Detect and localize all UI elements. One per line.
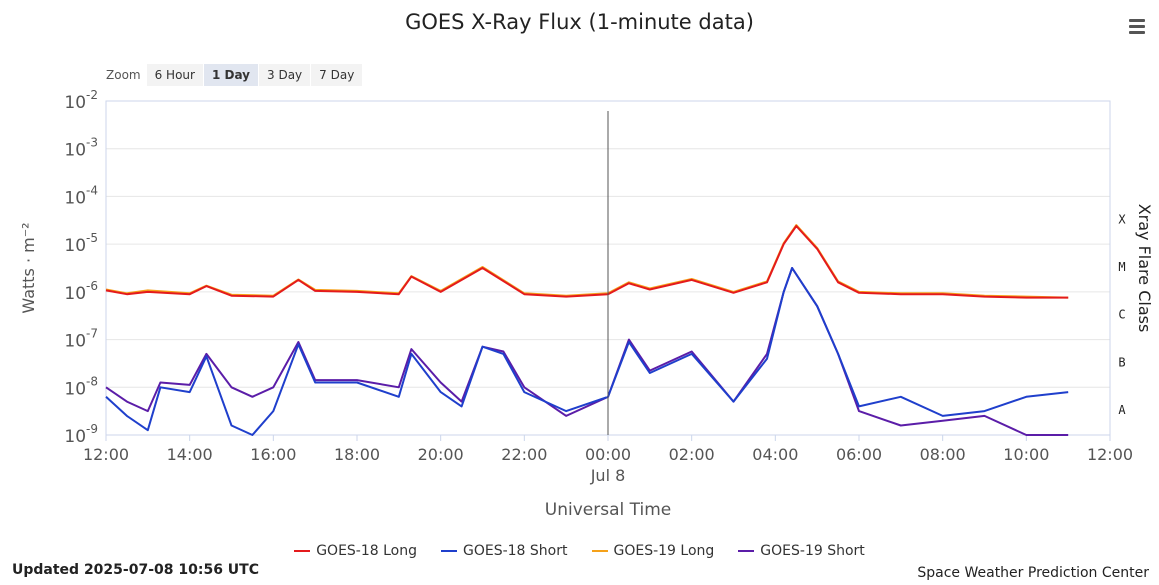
x-tick-label: 12:00 [83,445,129,464]
legend-swatch [591,550,608,552]
y-tick-label: 10-6 [64,279,98,304]
y-axis-ticks: 10-9 10-8 10-7 10-6 10-5 10-4 10-3 10-2 [64,88,98,447]
updated-timestamp: Updated 2025-07-08 10:56 UTC [12,562,259,578]
flare-class-labels: X M C B A [1118,212,1126,417]
x-tick-label: 10:00 [1003,445,1049,464]
legend-item-goes18-short[interactable]: GOES-18 Short [441,543,568,559]
series-lines [105,224,1069,436]
x-tick-label: 20:00 [418,445,464,464]
x-tick-label: 08:00 [920,445,966,464]
legend-item-goes19-short[interactable]: GOES-19 Short [738,543,865,559]
flare-class-a: A [1118,403,1126,417]
y-tick-label: 10-7 [64,327,98,352]
flare-class-b: B [1118,355,1125,369]
legend-label: GOES-19 Short [760,543,865,559]
y-axis-label: Watts · m⁻² [19,222,38,313]
y-tick-label: 10-4 [64,183,98,208]
zoom-7-day-button[interactable]: 7 Day [311,64,363,86]
legend-label: GOES-19 Long [613,543,715,559]
xray-flux-chart: 10-9 10-8 10-7 10-6 10-5 10-4 10-3 10-2 12:00 14… [19,88,1154,520]
x-tick-label: 02:00 [669,445,715,464]
flare-class-m: M [1118,260,1125,274]
y-tick-label: 10-9 [64,422,98,447]
series-line-goes-18-long [105,225,1069,299]
zoom-3-day-button[interactable]: 3 Day [259,64,311,86]
x-tick-label: 22:00 [501,445,547,464]
x-tick-label: 16:00 [250,445,296,464]
zoom-selector: Zoom 6 Hour 1 Day 3 Day 7 Day [106,63,363,87]
series-line-goes-19-long [105,224,1069,299]
x-tick-label: 14:00 [167,445,213,464]
hamburger-menu-icon[interactable] [1126,16,1148,36]
x-tick-label: 12:00 [1087,445,1133,464]
x-axis-label: Universal Time [545,500,671,520]
x-tick-label: 18:00 [334,445,380,464]
zoom-6-hour-button[interactable]: 6 Hour [146,64,203,86]
y2-axis-label: Xray Flare Class [1135,204,1154,333]
x-tick-label: 00:00 [585,445,631,464]
date-label: Jul 8 [590,466,626,485]
flare-class-c: C [1118,308,1125,322]
chart-title: GOES X-Ray Flux (1-minute data) [405,10,754,34]
legend-label: GOES-18 Short [463,543,568,559]
legend-swatch [738,550,755,552]
credit-text: Space Weather Prediction Center [917,565,1149,581]
y-tick-label: 10-3 [64,136,98,161]
y-tick-label: 10-2 [64,88,98,113]
legend-item-goes19-long[interactable]: GOES-19 Long [591,543,715,559]
legend-swatch [441,550,457,552]
legend: GOES-18 Long GOES-18 Short GOES-19 Long … [0,543,1159,559]
zoom-label: Zoom [106,68,141,82]
y-tick-label: 10-8 [64,374,98,399]
x-tick-label: 04:00 [752,445,798,464]
x-tick-label: 06:00 [836,445,882,464]
zoom-1-day-button[interactable]: 1 Day [203,64,258,86]
legend-swatch [294,550,311,552]
flare-class-x: X [1118,212,1126,226]
legend-item-goes18-long[interactable]: GOES-18 Long [294,543,417,559]
series-line-goes-18-short [105,267,1069,436]
y-tick-label: 10-5 [64,231,98,256]
legend-label: GOES-18 Long [316,543,417,559]
x-axis-ticks: 12:00 14:00 16:00 18:00 20:00 22:00 00:00 02:00… [83,435,1133,464]
